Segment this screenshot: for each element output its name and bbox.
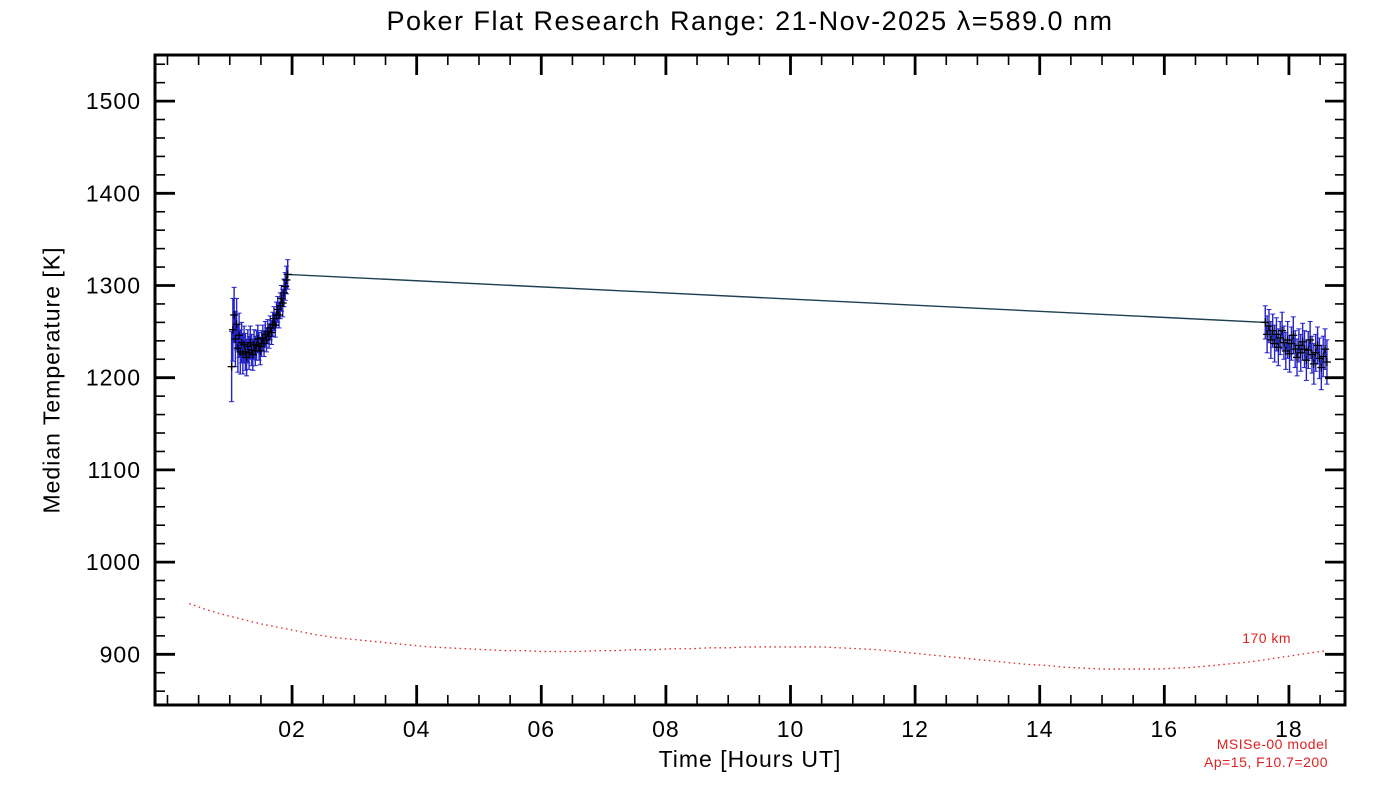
model-series xyxy=(189,602,1327,670)
x-axis-label: Time [Hours UT] xyxy=(658,746,842,772)
svg-text:1400: 1400 xyxy=(86,180,141,206)
svg-text:1100: 1100 xyxy=(88,457,141,483)
svg-text:18: 18 xyxy=(1275,716,1303,742)
svg-text:1200: 1200 xyxy=(86,365,141,391)
plot-border xyxy=(153,53,1347,707)
svg-text:900: 900 xyxy=(100,641,141,667)
svg-text:1500: 1500 xyxy=(86,88,141,114)
svg-text:08: 08 xyxy=(652,716,680,742)
svg-text:170 km: 170 km xyxy=(1242,630,1291,646)
data-markers xyxy=(227,270,1331,372)
svg-text:10: 10 xyxy=(777,716,805,742)
svg-text:04: 04 xyxy=(403,716,431,742)
plot-annotations: 170 km xyxy=(1242,630,1291,646)
svg-text:16: 16 xyxy=(1151,716,1179,742)
svg-text:06: 06 xyxy=(527,716,555,742)
model-footnote: MSISe-00 model Ap=15, F10.7=200 xyxy=(1204,735,1328,771)
svg-text:1000: 1000 xyxy=(86,549,141,575)
axis-ticks: 02 04 06 08 10 12 14 16 18 900 1000 1100 1200 1300 140… xyxy=(86,55,1345,742)
chart-title: Poker Flat Research Range: 21-Nov-2025 λ… xyxy=(386,6,1114,36)
measured-line xyxy=(230,273,1328,368)
svg-text:14: 14 xyxy=(1026,716,1054,742)
model-name-text: MSISe-00 model xyxy=(1216,736,1328,752)
error-bars xyxy=(229,259,1330,403)
svg-text:1300: 1300 xyxy=(86,272,141,298)
svg-text:12: 12 xyxy=(901,716,929,742)
svg-text:02: 02 xyxy=(278,716,306,742)
model-params-text: Ap=15, F10.7=200 xyxy=(1204,754,1328,770)
